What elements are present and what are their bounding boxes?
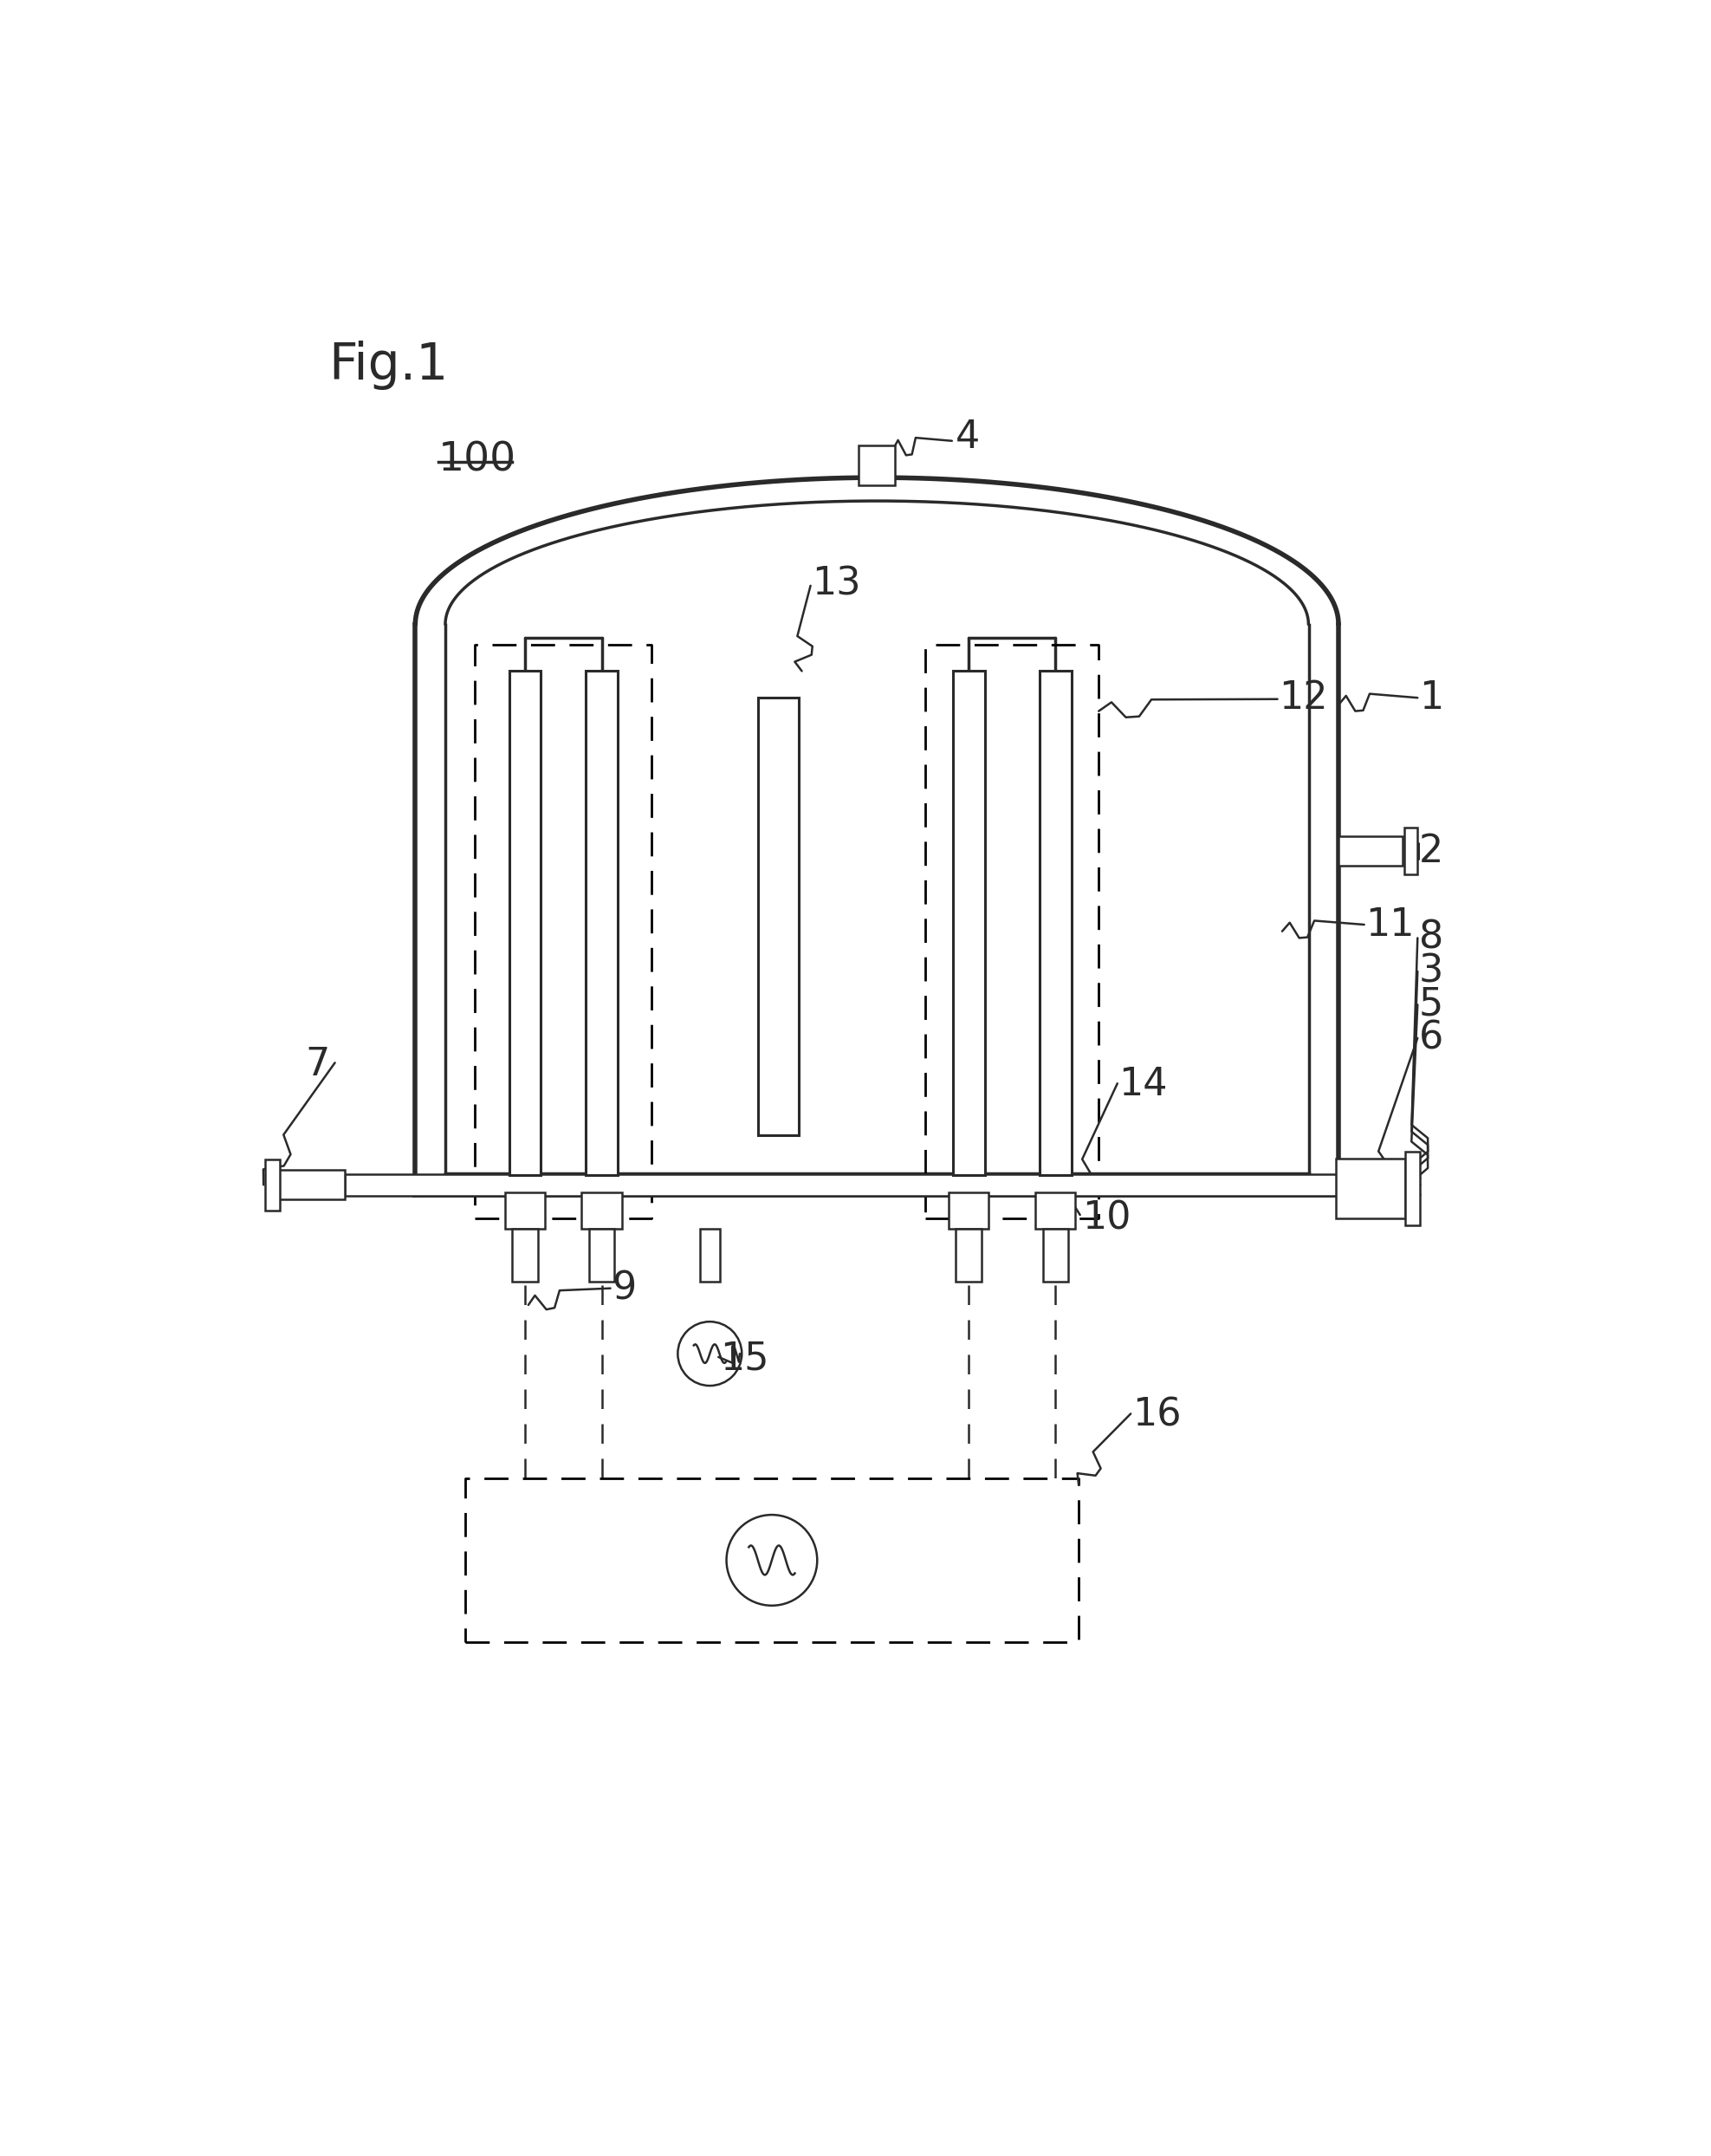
Bar [512,1229,537,1281]
Text: 8: 8 [1418,918,1444,957]
Text: 11: 11 [1365,906,1415,944]
Bar [1336,1158,1405,1218]
Text: 1: 1 [1418,679,1444,716]
Bar [279,1171,346,1199]
Bar [265,1160,279,1210]
Text: 6: 6 [1418,1020,1444,1056]
Text: 7: 7 [305,1046,329,1082]
Text: 10: 10 [1081,1199,1131,1238]
Text: 13: 13 [811,565,861,604]
Bar [1042,1229,1068,1281]
Text: Fig.1: Fig.1 [329,341,448,390]
Bar [1405,828,1417,875]
Bar [1338,837,1403,867]
Bar [585,671,618,1175]
Bar [589,1229,614,1281]
Text: 16: 16 [1133,1397,1181,1434]
Bar [505,1192,546,1229]
Bar [953,671,984,1175]
Text: 14: 14 [1119,1067,1167,1104]
Bar [956,1229,982,1281]
Text: 9: 9 [613,1270,636,1307]
Text: 4: 4 [955,418,980,457]
Bar [1035,1192,1075,1229]
Text: 3: 3 [1418,953,1444,990]
Text: 2: 2 [1418,832,1444,869]
Text: 15: 15 [720,1339,768,1378]
Bar [346,1175,1400,1197]
Bar [700,1229,720,1281]
Bar [508,671,541,1175]
Bar [582,1192,621,1229]
Text: 5: 5 [1418,985,1444,1024]
Bar [758,699,799,1134]
Bar [948,1192,989,1229]
Text: 100: 100 [438,440,517,481]
Bar [859,446,895,485]
Text: 12: 12 [1278,679,1328,716]
Bar [1039,671,1071,1175]
Bar [1405,1151,1420,1225]
